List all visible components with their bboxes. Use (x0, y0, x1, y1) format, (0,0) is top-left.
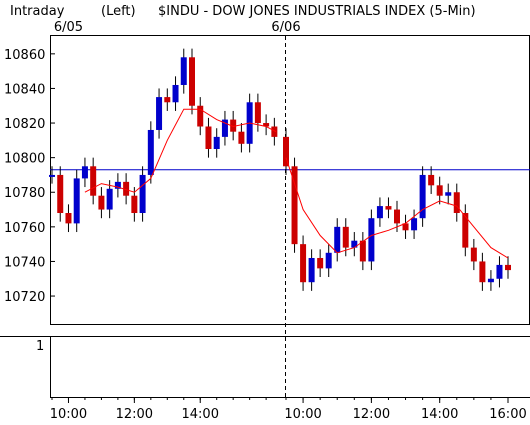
candle-body (90, 166, 97, 196)
candle-body (213, 136, 220, 149)
candle-body (81, 166, 88, 179)
candle-body (479, 261, 486, 283)
candle-body (139, 174, 146, 214)
candle-body (487, 278, 494, 283)
y-tick-label: 10740 (4, 255, 45, 270)
moving-average-line (84, 108, 277, 193)
moving-average-group (84, 108, 509, 259)
candle-body (230, 119, 237, 132)
candle-body (334, 226, 341, 253)
candle-body (156, 97, 163, 130)
session-date-label: 6/05 (54, 20, 83, 35)
candle-body (238, 131, 245, 144)
candle-body (308, 257, 315, 283)
candle-body (172, 84, 179, 103)
candle-body (368, 218, 375, 262)
candles (49, 48, 511, 291)
candle-body (291, 166, 298, 245)
candle-body (394, 209, 400, 224)
candle-body (351, 240, 358, 248)
candle-body (180, 57, 187, 85)
y-tick-label: 10800 (4, 152, 45, 167)
y-tick-label: 10860 (4, 48, 45, 63)
y-tick-label: 10720 (4, 290, 45, 305)
candle-body (114, 181, 121, 189)
candle-body (496, 264, 503, 279)
candle-body (263, 123, 270, 127)
volume-scale-label: 1 (36, 339, 44, 354)
candle-body (428, 174, 435, 186)
x-tick-label: 12:00 (353, 407, 390, 422)
candle-body (147, 129, 154, 175)
candle-body (57, 174, 64, 214)
x-tick-label: 16:00 (489, 407, 526, 422)
x-tick-label: 14:00 (182, 407, 219, 422)
candle-body (106, 188, 113, 210)
axis-side-label: (Left) (101, 4, 136, 19)
candle-body (123, 181, 130, 196)
candle-body (65, 213, 72, 224)
candle-body (300, 244, 307, 283)
candle-body (419, 174, 426, 219)
candle-body (462, 213, 469, 248)
candle-body (254, 102, 261, 124)
candle-body (98, 195, 105, 210)
chart-title: $INDU - DOW JONES INDUSTRIALS INDEX (5-M… (158, 4, 476, 19)
x-axis: 10:00 12:00 14:00 10:00 12:00 14:00 16:00 (50, 397, 527, 422)
candle-body (505, 264, 511, 271)
moving-average-line (285, 157, 509, 259)
y-tick-label: 10780 (4, 186, 45, 201)
y-tick-label: 10820 (4, 117, 45, 132)
candle-body (376, 206, 383, 219)
x-tick-label: 10:00 (50, 407, 87, 422)
price-panel-frame (50, 35, 530, 325)
session-labels: 6/05 6/06 (54, 20, 301, 398)
session-date-label: 6/06 (271, 20, 300, 35)
candle-body (49, 174, 55, 177)
candle-body (453, 192, 460, 214)
candle-body (221, 119, 228, 137)
candle-body (402, 223, 409, 231)
candle-body (197, 105, 204, 127)
candle-body (325, 252, 332, 269)
candle-body (411, 218, 418, 231)
candle-body (205, 126, 212, 149)
candle-body (445, 192, 452, 196)
candle-body (470, 247, 477, 262)
y-tick-label: 10760 (4, 221, 45, 236)
candle-body (359, 240, 366, 262)
x-tick-label: 10:00 (284, 407, 321, 422)
x-tick-label: 12:00 (116, 407, 153, 422)
x-tick-label: 14:00 (421, 407, 458, 422)
candle-body (317, 257, 324, 269)
candle-body (385, 206, 392, 210)
candle-body (436, 185, 443, 196)
candle-body (164, 97, 171, 103)
candle-body (283, 136, 289, 167)
candle-body (271, 126, 278, 137)
y-tick-label: 10840 (4, 82, 45, 97)
candle-body (342, 226, 349, 248)
candle-body (189, 57, 195, 106)
intraday-label: Intraday (10, 4, 65, 19)
candle-body (73, 178, 80, 224)
candle-body (131, 195, 138, 214)
y-axis: 10720 10740 10760 10780 10800 10820 10840 10860 (4, 48, 55, 305)
